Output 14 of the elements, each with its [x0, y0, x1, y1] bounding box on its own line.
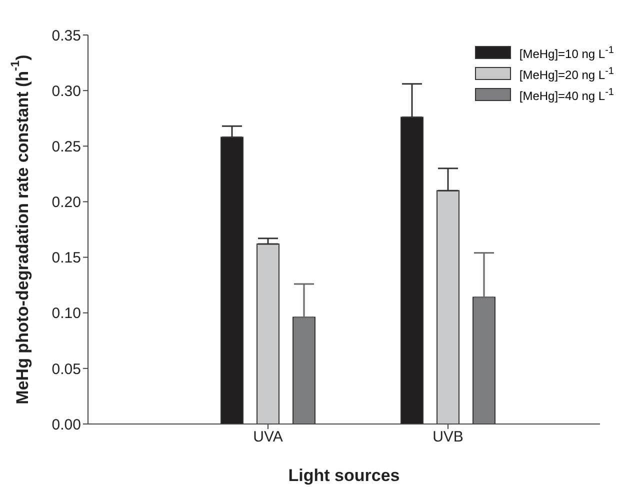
- y-tick-label: 0.25: [52, 138, 81, 156]
- y-tick-label: 0.10: [52, 305, 81, 322]
- legend-label: [MeHg]=10 ng L$^{-1}$: [519, 44, 614, 63]
- y-tick-label: 0.35: [52, 27, 81, 44]
- y-tick-label: 0.05: [52, 360, 81, 378]
- legend-label: [MeHg]=40 ng L$^{-1}$: [519, 86, 614, 105]
- x-tick-label: UVA: [253, 428, 283, 446]
- legend-label: [MeHg]=20 ng L$^{-1}$: [519, 65, 614, 84]
- y-tick-label: 0.00: [52, 416, 81, 434]
- x-tick-label: UVB: [432, 428, 464, 446]
- y-tick-label: 0.20: [52, 194, 81, 212]
- y-tick-label: 0.15: [52, 250, 81, 267]
- y-tick-label: 0.30: [52, 82, 81, 100]
- x-axis-title: Light sources: [288, 466, 400, 486]
